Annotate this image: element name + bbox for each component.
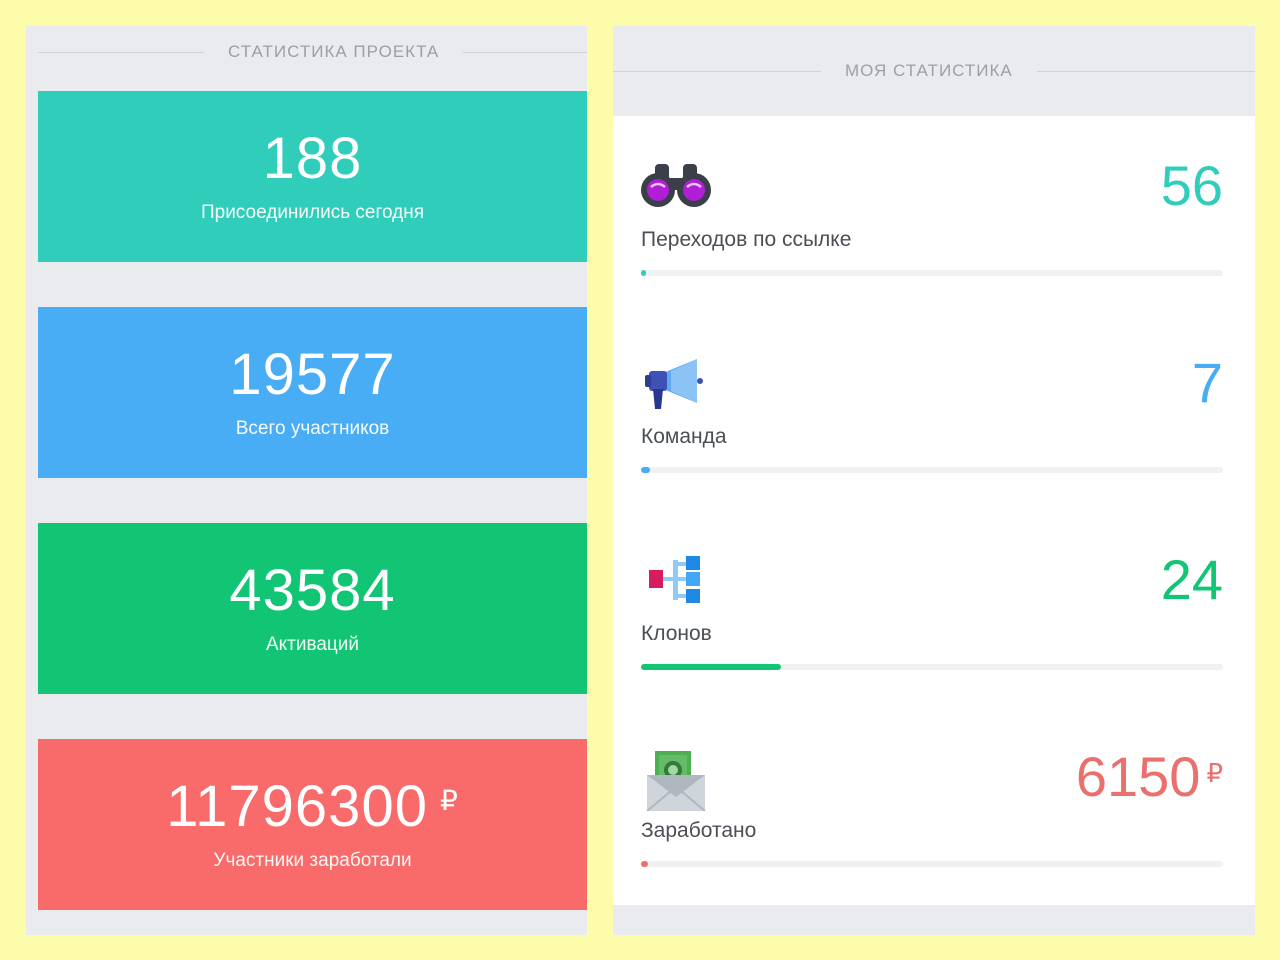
header-divider (613, 70, 821, 72)
my-stats-panel: МОЯ СТАТИСТИКА 56 Переходов по ссылке (613, 26, 1255, 935)
progress-fill (641, 664, 781, 670)
header-divider (38, 51, 204, 53)
progress-track (641, 861, 1223, 867)
money-envelope-icon (641, 751, 711, 812)
progress-fill (641, 270, 646, 276)
project-stats-title: СТАТИСТИКА ПРОЕКТА (228, 42, 440, 61)
stat-value: 43584 (229, 558, 396, 623)
stat-value: 188 (262, 126, 363, 191)
metric-value: 7 (1191, 351, 1223, 414)
stat-label: Участники заработали (213, 850, 412, 871)
stat-card-activations: 43584 Активаций (38, 523, 587, 694)
header-divider (463, 51, 587, 53)
metric-label: Команда (641, 425, 727, 448)
my-stats-header: МОЯ СТАТИСТИКА (613, 60, 1255, 82)
metric-value: 6150 (1075, 745, 1201, 808)
my-stats-title: МОЯ СТАТИСТИКА (845, 61, 1013, 80)
stat-value: 19577 (229, 342, 396, 407)
my-stats-body: 56 Переходов по ссылке 7 Команда (613, 116, 1255, 905)
stat-label: Активаций (265, 634, 360, 655)
metric-value: 56 (1160, 154, 1223, 217)
metric-value-wrap: 6150 ₽ (1076, 745, 1223, 809)
progress-fill (641, 467, 650, 473)
binoculars-icon (641, 160, 711, 220)
ruble-sign: ₽ (439, 785, 459, 816)
stat-label: Всего участников (235, 418, 390, 439)
stat-card-total-participants: 19577 Всего участников (38, 307, 587, 478)
stat-value-wrap: 11796300 ₽ (38, 775, 587, 839)
stat-card-joined-today: 188 Присоединились сегодня (38, 91, 587, 262)
metric-label: Заработано (641, 819, 757, 842)
metric-earned: 6150 ₽ Заработано (641, 745, 1223, 891)
project-stats-header: СТАТИСТИКА ПРОЕКТА (26, 42, 587, 62)
metric-clones: 24 Клонов (641, 548, 1223, 694)
megaphone-icon (641, 357, 711, 417)
progress-track (641, 270, 1223, 276)
progress-track (641, 467, 1223, 473)
metric-value: 24 (1160, 548, 1223, 611)
progress-track (641, 664, 1223, 670)
project-stats-panel: СТАТИСТИКА ПРОЕКТА 188 Присоединились се… (26, 26, 587, 935)
metric-label: Переходов по ссылке (641, 228, 852, 251)
metric-team: 7 Команда (641, 351, 1223, 497)
header-divider (1036, 70, 1255, 72)
stat-value: 11796300 (166, 774, 428, 839)
ruble-sign: ₽ (1206, 758, 1223, 788)
hierarchy-icon (641, 554, 711, 614)
metric-link-clicks: 56 Переходов по ссылке (641, 154, 1223, 300)
stat-label: Присоединились сегодня (200, 202, 425, 223)
progress-fill (641, 861, 648, 867)
stat-card-participants-earned: 11796300 ₽ Участники заработали (38, 739, 587, 910)
metric-label: Клонов (641, 622, 712, 645)
